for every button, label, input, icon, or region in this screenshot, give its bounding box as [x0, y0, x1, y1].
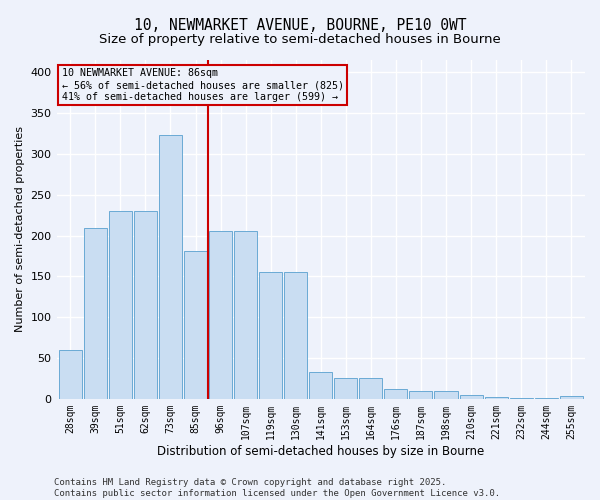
Bar [535, 398, 558, 399]
Bar [159, 135, 182, 399]
Bar [134, 211, 157, 399]
Bar [409, 392, 433, 399]
Bar [109, 211, 132, 399]
Bar [184, 251, 207, 399]
Bar [84, 228, 107, 399]
Bar [284, 272, 307, 399]
Bar [385, 389, 407, 399]
Text: Contains HM Land Registry data © Crown copyright and database right 2025.
Contai: Contains HM Land Registry data © Crown c… [54, 478, 500, 498]
Y-axis label: Number of semi-detached properties: Number of semi-detached properties [15, 126, 25, 332]
Bar [259, 272, 282, 399]
Bar [309, 372, 332, 399]
Text: 10, NEWMARKET AVENUE, BOURNE, PE10 0WT: 10, NEWMARKET AVENUE, BOURNE, PE10 0WT [134, 18, 466, 32]
Bar [359, 378, 382, 399]
Bar [509, 398, 533, 399]
Bar [234, 230, 257, 399]
Text: Size of property relative to semi-detached houses in Bourne: Size of property relative to semi-detach… [99, 32, 501, 46]
Bar [485, 397, 508, 399]
Text: 10 NEWMARKET AVENUE: 86sqm
← 56% of semi-detached houses are smaller (825)
41% o: 10 NEWMARKET AVENUE: 86sqm ← 56% of semi… [62, 68, 344, 102]
Bar [434, 392, 458, 399]
Bar [209, 230, 232, 399]
Bar [334, 378, 358, 399]
Bar [460, 395, 482, 399]
X-axis label: Distribution of semi-detached houses by size in Bourne: Distribution of semi-detached houses by … [157, 444, 484, 458]
Bar [560, 396, 583, 399]
Bar [59, 350, 82, 399]
